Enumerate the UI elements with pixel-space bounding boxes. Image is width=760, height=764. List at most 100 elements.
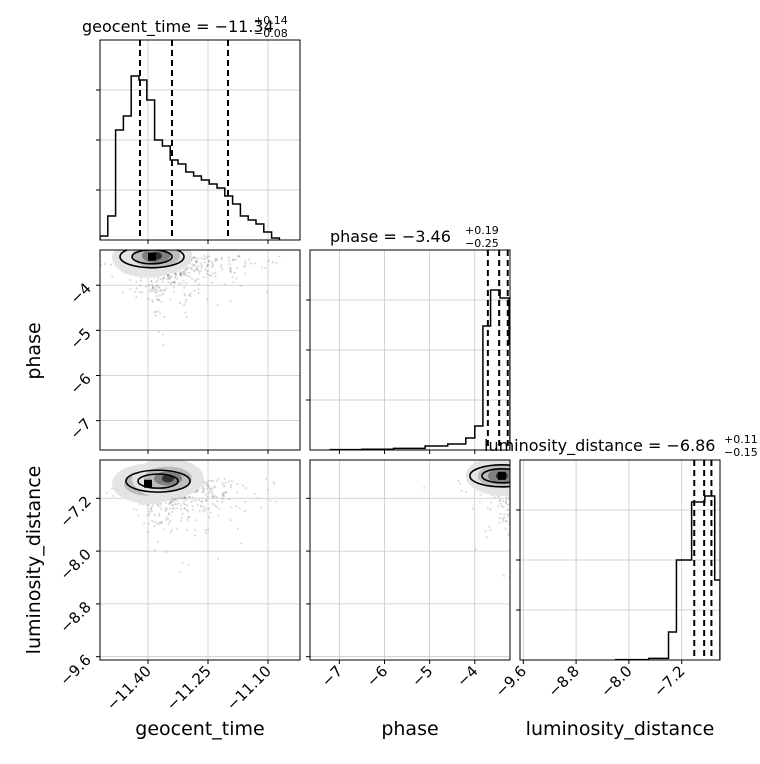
scatter-point bbox=[520, 494, 522, 496]
scatter-point bbox=[179, 274, 182, 277]
scatter-point bbox=[215, 258, 219, 261]
scatter-point bbox=[183, 496, 186, 499]
scatter-point bbox=[164, 550, 167, 553]
histogram-geocent-time bbox=[100, 75, 281, 240]
scatter-point bbox=[517, 477, 519, 479]
scatter-point bbox=[148, 509, 151, 513]
scatter-point bbox=[538, 482, 540, 484]
scatter-point bbox=[186, 518, 189, 521]
scatter-point bbox=[220, 496, 223, 499]
scatter-point bbox=[147, 298, 150, 301]
scatter-point bbox=[524, 477, 526, 479]
xlabel-luminosity-distance: luminosity_distance bbox=[526, 718, 715, 740]
scatter-point bbox=[169, 282, 172, 285]
scatter-point bbox=[591, 476, 593, 478]
scatter-point bbox=[111, 275, 114, 278]
scatter-point bbox=[207, 260, 211, 263]
y-tick-label-luminosity-distance: −7.2 bbox=[56, 492, 94, 530]
scatter-point bbox=[177, 502, 180, 505]
scatter-point bbox=[523, 478, 525, 480]
density-peak bbox=[148, 252, 156, 261]
scatter-point bbox=[512, 481, 514, 483]
scatter-point bbox=[530, 497, 532, 499]
scatter-point bbox=[512, 492, 514, 494]
scatter-point bbox=[515, 482, 517, 484]
scatter-point bbox=[510, 541, 512, 543]
scatter-point bbox=[156, 298, 159, 301]
scatter-point bbox=[525, 491, 527, 493]
y-tick-label-phase: −5 bbox=[66, 324, 94, 352]
scatter-point bbox=[503, 516, 506, 519]
scatter-point bbox=[528, 480, 530, 482]
scatter-point bbox=[517, 484, 519, 486]
scatter-point bbox=[528, 478, 530, 480]
scatter-point bbox=[524, 477, 526, 479]
scatter-point bbox=[181, 497, 184, 500]
scatter-point bbox=[184, 497, 187, 500]
scatter-point bbox=[229, 269, 232, 272]
scatter-point bbox=[548, 478, 550, 480]
scatter-point bbox=[187, 266, 190, 270]
scatter-point bbox=[227, 256, 230, 259]
scatter-point bbox=[193, 264, 196, 267]
scatter-point bbox=[547, 479, 549, 481]
scatter-point bbox=[157, 289, 160, 293]
scatter-point bbox=[242, 265, 246, 268]
scatter-point bbox=[231, 275, 234, 279]
scatter-point bbox=[261, 266, 264, 269]
scatter-point bbox=[538, 496, 540, 498]
scatter-point bbox=[157, 523, 160, 526]
scatter-point bbox=[192, 508, 195, 511]
scatter-point bbox=[187, 563, 190, 566]
scatter-point bbox=[207, 491, 210, 495]
scatter-point bbox=[542, 481, 544, 483]
scatter-point bbox=[205, 265, 208, 268]
scatter-point bbox=[542, 484, 544, 486]
scatter-point bbox=[195, 267, 199, 270]
scatter-point bbox=[161, 280, 164, 283]
scatter-point bbox=[212, 496, 215, 499]
scatter-point bbox=[170, 275, 173, 278]
scatter-point bbox=[505, 519, 508, 523]
scatter-point bbox=[267, 259, 271, 262]
scatter-point bbox=[154, 288, 158, 291]
scatter-point bbox=[244, 500, 247, 503]
scatter-point bbox=[211, 492, 214, 495]
scatter-point bbox=[554, 483, 556, 485]
scatter-point bbox=[319, 486, 321, 488]
scatter-point bbox=[150, 280, 153, 283]
scatter-point bbox=[160, 521, 164, 524]
scatter-point bbox=[244, 260, 247, 263]
scatter-point bbox=[573, 490, 575, 492]
scatter-point bbox=[170, 281, 173, 284]
scatter-point bbox=[541, 480, 543, 482]
scatter-point bbox=[140, 279, 143, 282]
scatter-point bbox=[513, 488, 515, 490]
scatter-point bbox=[160, 508, 163, 511]
scatter-point bbox=[220, 263, 223, 267]
scatter-point bbox=[538, 482, 540, 484]
scatter-point bbox=[109, 263, 112, 266]
scatter-point bbox=[512, 477, 514, 479]
scatter-point bbox=[151, 287, 154, 290]
scatter-point bbox=[168, 513, 171, 516]
scatter-point bbox=[144, 285, 147, 288]
panel-frame bbox=[99, 39, 301, 241]
panel-frame bbox=[309, 249, 511, 451]
scatter-point bbox=[511, 475, 513, 477]
scatter-point bbox=[206, 485, 209, 488]
scatter-point bbox=[574, 501, 576, 503]
scatter-point bbox=[178, 301, 181, 305]
scatter-point bbox=[195, 268, 199, 271]
scatter-point bbox=[170, 500, 173, 503]
scatter-point bbox=[184, 300, 187, 303]
scatter-point bbox=[188, 516, 191, 519]
scatter-point bbox=[526, 484, 528, 486]
scatter-point bbox=[229, 267, 232, 271]
scatter-point bbox=[507, 533, 510, 537]
scatter-point bbox=[498, 521, 501, 525]
scatter-point bbox=[197, 292, 200, 295]
x-tick-label-geocent-time: −11.40 bbox=[103, 662, 155, 714]
title-geocent-time: geocent_time = −11.34 bbox=[82, 17, 274, 37]
scatter-point bbox=[215, 505, 218, 509]
